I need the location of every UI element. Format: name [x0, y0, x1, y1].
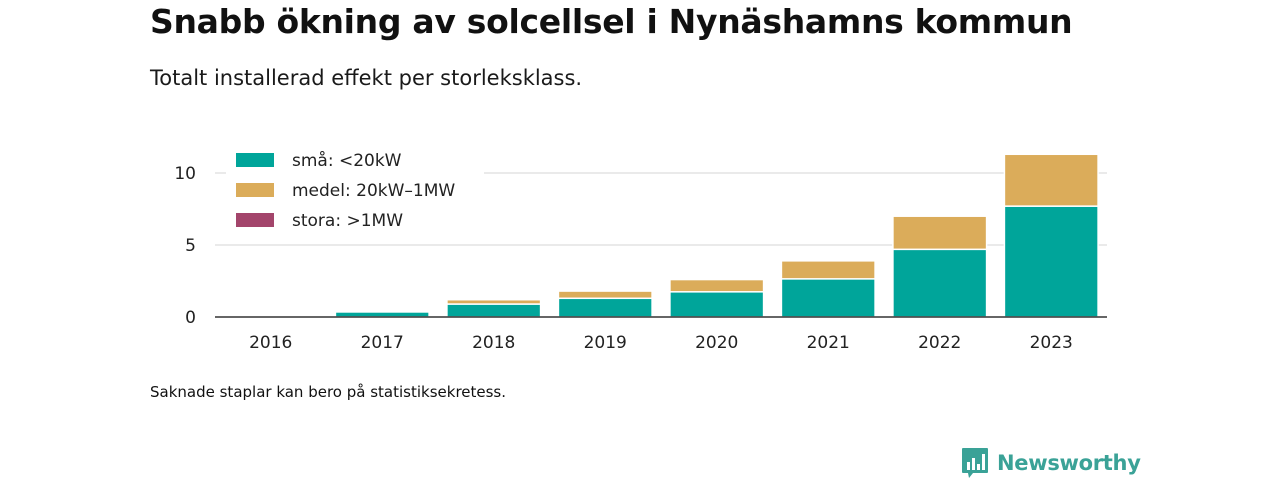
bar-segment-sma [446, 303, 542, 318]
bar-segment-medel [669, 278, 765, 293]
brand-logo[interactable]: Newsworthy [961, 447, 1141, 479]
legend: små: <20kW medel: 20kW–1MW stora: >1MW [226, 145, 484, 237]
legend-swatch [236, 213, 274, 227]
x-tick-label: 2020 [695, 333, 738, 353]
x-tick-label: 2018 [472, 333, 515, 353]
stacked-bar-chart: 0 5 10 2016 2017 2018 2019 2020 2021 2022 2023 små… [174, 145, 1107, 353]
x-tick-label: 2021 [807, 333, 850, 353]
bar-segment-sma [1003, 205, 1099, 318]
x-tick-label: 2016 [249, 333, 292, 353]
legend-label: små: <20kW [292, 150, 402, 171]
chart-subtitle: Totalt installerad effekt per storlekskl… [150, 66, 583, 90]
bar-segment-medel [892, 215, 988, 251]
x-tick-label: 2023 [1030, 333, 1073, 353]
y-tick-label: 0 [185, 308, 196, 328]
bar-chart-speech-bubble-icon [962, 448, 988, 478]
bar-segment-sma [892, 248, 988, 318]
bar-segment-medel [446, 298, 542, 305]
x-tick-label: 2022 [918, 333, 961, 353]
bar-segment-medel [1003, 153, 1099, 207]
bar-segment-sma [780, 278, 876, 318]
footnote: Saknade staplar kan bero på statistiksek… [150, 383, 507, 401]
brand-name: Newsworthy [997, 451, 1141, 475]
x-tick-label: 2019 [584, 333, 627, 353]
legend-swatch [236, 153, 274, 167]
axes: 0 5 10 2016 2017 2018 2019 2020 2021 2022 2023 [174, 164, 1107, 353]
bar-segment-sma [669, 291, 765, 318]
x-tick-label: 2017 [361, 333, 404, 353]
legend-label: medel: 20kW–1MW [292, 181, 455, 201]
bar-segment-medel [780, 260, 876, 280]
y-tick-label: 5 [185, 236, 196, 256]
y-tick-label: 10 [174, 164, 196, 184]
chart-title: Snabb ökning av solcellsel i Nynäshamns … [150, 2, 1073, 41]
legend-swatch [236, 183, 274, 197]
bar-segment-sma [557, 297, 653, 318]
legend-label: stora: >1MW [292, 211, 403, 231]
bar-segment-medel [557, 290, 653, 300]
